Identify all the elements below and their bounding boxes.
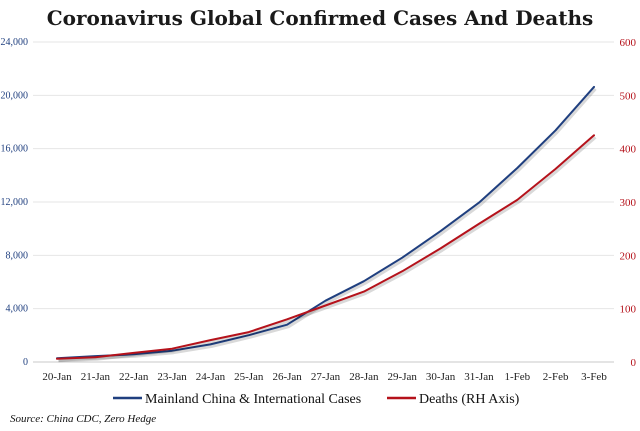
- legend: Mainland China & International Cases Dea…: [113, 392, 520, 407]
- left-tick-label: 4,000: [6, 304, 29, 315]
- left-tick-label: 24,000: [1, 37, 29, 48]
- x-tick-label: 24-Jan: [196, 371, 226, 383]
- right-tick-label: 200: [620, 250, 637, 262]
- deaths-line: [56, 134, 595, 360]
- x-tick-label: 28-Jan: [349, 371, 379, 383]
- right-tick-label: 400: [620, 144, 637, 156]
- gridlines: [33, 41, 614, 363]
- source-note: Source: China CDC, Zero Hedge: [10, 413, 156, 425]
- legend-label-cases: Mainland China & International Cases: [145, 392, 361, 407]
- legend-label-deaths: Deaths (RH Axis): [419, 392, 520, 407]
- x-axis-ticks: 20-Jan 21-Jan 22-Jan 23-Jan 24-Jan 25-Jan 26-J…: [42, 371, 607, 383]
- left-tick-label: 16,000: [1, 144, 29, 155]
- x-tick-label: 30-Jan: [426, 371, 456, 383]
- right-tick-label: 600: [620, 37, 637, 49]
- left-tick-label: 12,000: [1, 197, 29, 208]
- left-axis-ticks: 0 4,000 8,000 12,000 16,000 20,000 24,000: [1, 37, 29, 368]
- right-tick-label: 0: [631, 357, 637, 369]
- right-tick-label: 500: [620, 90, 637, 102]
- right-tick-label: 300: [620, 197, 637, 209]
- left-tick-label: 0: [23, 357, 28, 368]
- x-tick-label: 2-Feb: [543, 371, 569, 383]
- left-tick-label: 8,000: [6, 250, 29, 261]
- x-tick-label: 25-Jan: [234, 371, 264, 383]
- x-tick-label: 23-Jan: [157, 371, 187, 383]
- x-tick-label: 20-Jan: [42, 371, 72, 383]
- x-tick-label: 31-Jan: [464, 371, 494, 383]
- left-tick-label: 20,000: [1, 90, 29, 101]
- x-tick-label: 21-Jan: [81, 371, 111, 383]
- x-tick-label: 29-Jan: [388, 371, 418, 383]
- x-tick-label: 1-Feb: [504, 371, 530, 383]
- right-tick-label: 100: [620, 304, 637, 316]
- series-shadow: [58, 87, 597, 362]
- series-lines: [56, 85, 597, 363]
- right-axis-ticks: 0 100 200 300 400 500 600: [620, 37, 637, 369]
- cases-line: [56, 85, 595, 360]
- x-tick-label: 22-Jan: [119, 371, 149, 383]
- x-tick-label: 26-Jan: [272, 371, 302, 383]
- x-tick-label: 3-Feb: [581, 371, 607, 383]
- x-tick-label: 27-Jan: [311, 371, 341, 383]
- series-shadow: [58, 136, 597, 363]
- chart-title: Coronavirus Global Confirmed Cases And D…: [46, 6, 594, 30]
